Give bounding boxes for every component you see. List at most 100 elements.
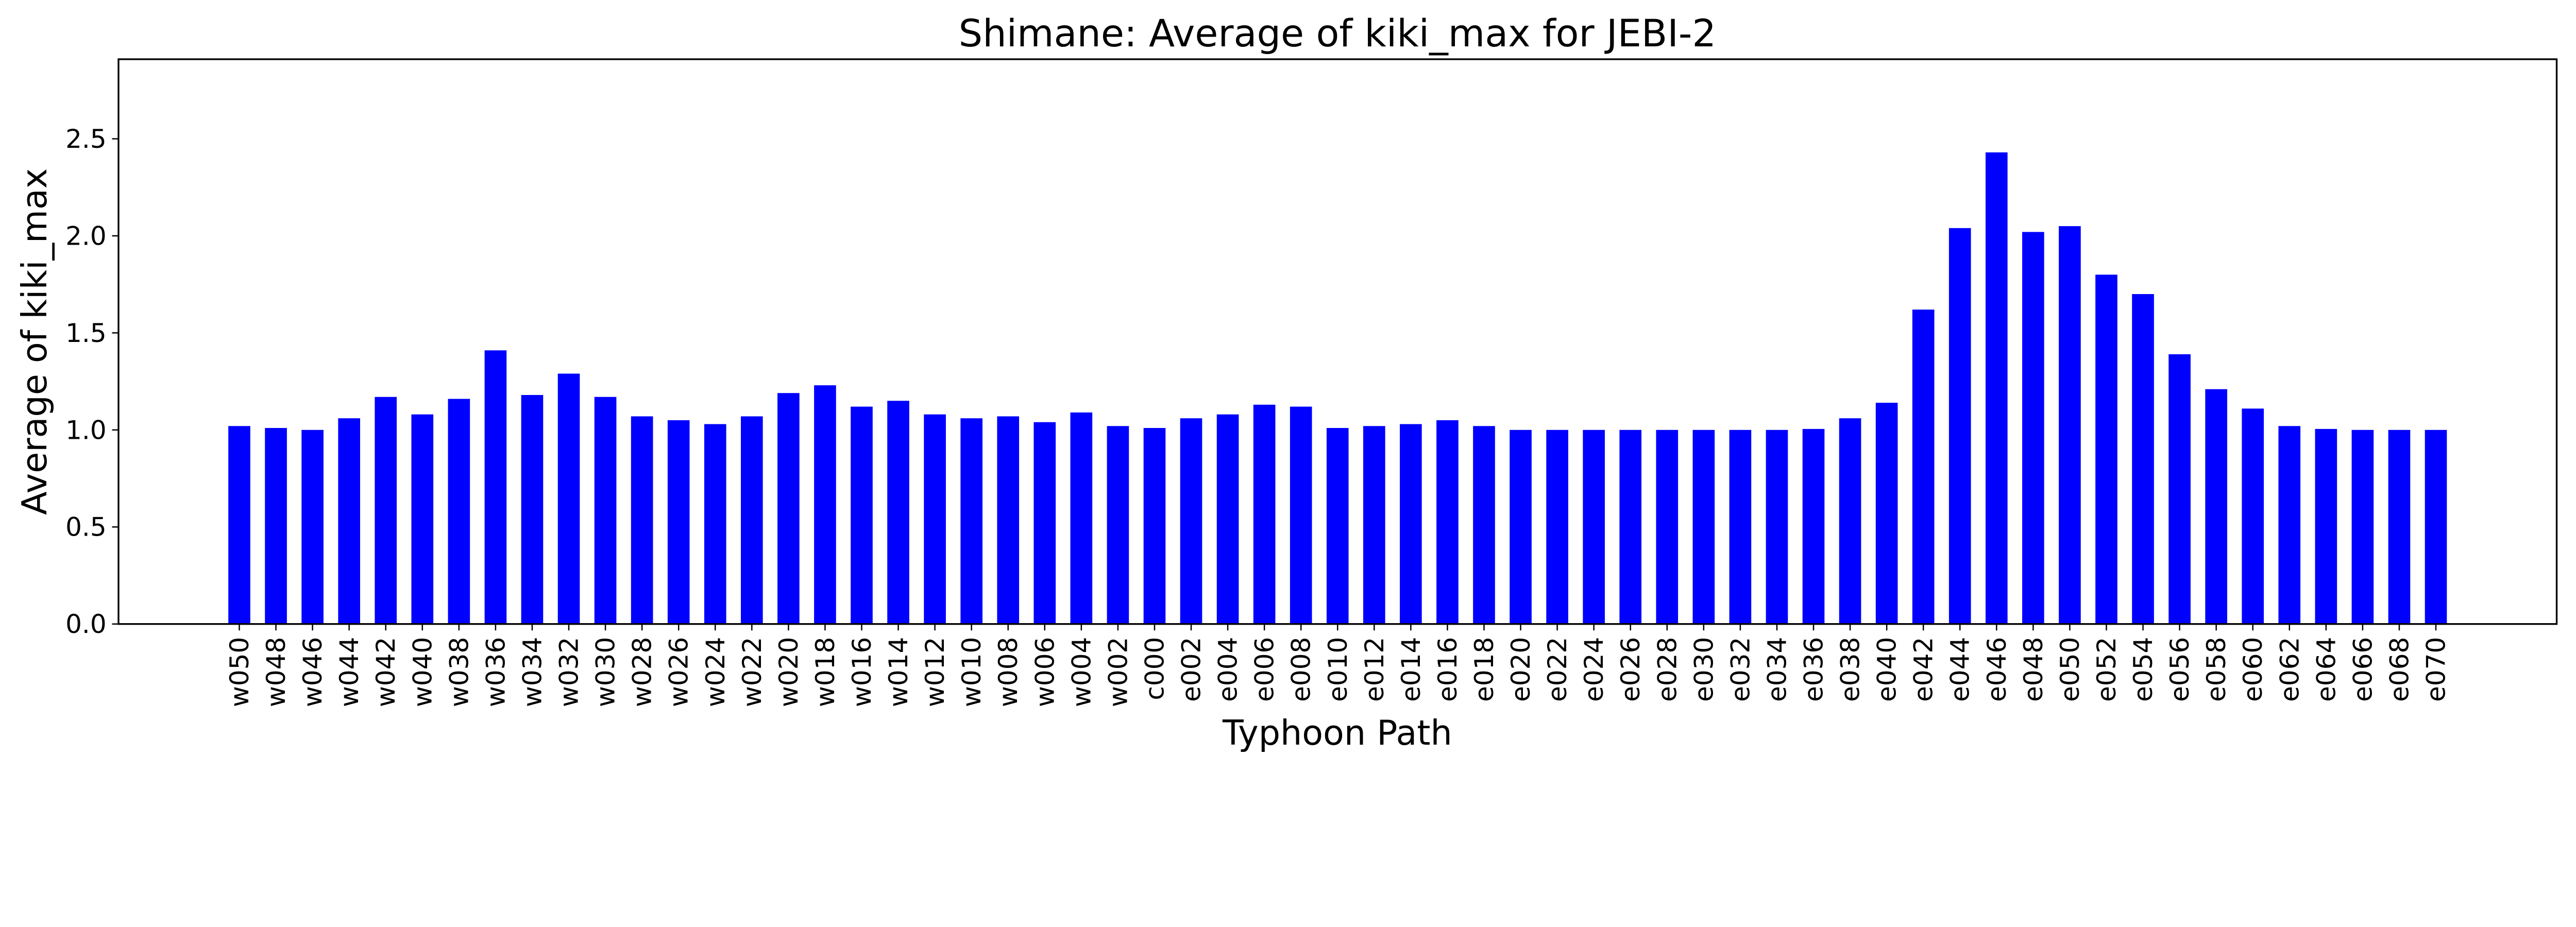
bar-w016 [851,406,873,624]
bar-e066 [2351,430,2374,624]
x-tick-label: w024 [701,637,731,707]
y-tick-label: 0.5 [65,512,107,542]
bar-e016 [1436,420,1459,624]
x-tick-label: e062 [2275,637,2304,702]
x-tick-label: e056 [2165,637,2195,702]
x-tick-label: e036 [1799,637,1829,702]
bar-e056 [2168,354,2191,624]
bar-w048 [265,428,287,624]
bar-w018 [814,385,836,624]
x-tick-label: e066 [2348,637,2378,702]
bar-w046 [301,430,324,624]
x-tick-label: e070 [2421,637,2451,702]
y-tick-label: 1.0 [65,415,107,445]
y-tick-label: 2.0 [65,221,107,251]
x-tick-label: e040 [1872,637,1902,702]
bar-e044 [1948,228,1971,624]
bar-c000 [1143,428,1166,624]
x-tick-label: e002 [1177,637,1207,702]
x-tick-label: e004 [1213,637,1243,702]
bar-e068 [2388,430,2411,624]
bar-e062 [2278,426,2301,624]
x-tick-label: w030 [591,637,621,707]
bar-w024 [704,424,726,624]
bar-w026 [667,420,690,624]
x-tick-label: e038 [1836,637,1866,702]
x-tick-label: w046 [298,637,328,707]
x-tick-label: e012 [1360,637,1389,702]
x-tick-label: e046 [1982,637,2012,702]
x-tick-label: c000 [1140,637,1170,700]
bar-e070 [2425,430,2447,624]
bar-e058 [2205,389,2227,624]
bar-e008 [1290,406,1312,624]
x-axis-label: Typhoon Path [1222,713,1452,753]
bar-w032 [557,373,580,624]
bar-w008 [997,416,1020,624]
x-tick-label: w036 [481,637,511,707]
bar-e040 [1875,403,1898,624]
x-tick-label: e042 [1909,637,1939,702]
x-tick-label: e048 [2019,637,2048,702]
bar-w028 [631,416,653,624]
x-tick-label: e024 [1579,637,1609,702]
bar-e042 [1912,310,1935,624]
x-tick-label: w032 [554,637,584,707]
x-tick-label: w018 [810,637,840,707]
bar-w034 [521,394,544,624]
x-tick-label: w004 [1066,637,1096,707]
bar-e050 [2059,226,2081,624]
bar-e054 [2132,294,2154,624]
x-tick-label: e026 [1616,637,1646,702]
bar-w038 [448,399,470,624]
x-tick-label: e060 [2238,637,2268,702]
bar-e032 [1729,430,1752,624]
bar-w030 [594,397,617,624]
plot-frame [117,58,2558,625]
bar-e002 [1180,418,1202,624]
x-tick-label: e058 [2201,637,2231,702]
x-tick-label: w040 [408,637,437,707]
bar-e038 [1839,418,1861,624]
x-tick-label: w044 [334,637,364,707]
x-tick-label: e030 [1689,637,1719,702]
bar-e012 [1363,426,1385,624]
bar-w010 [960,418,982,624]
x-tick-label: e010 [1323,637,1353,702]
x-tick-label: w008 [993,637,1023,707]
x-tick-label: e028 [1652,637,1682,702]
x-tick-label: w020 [774,637,804,707]
bar-e020 [1510,430,1532,624]
x-tick-label: e068 [2384,637,2414,702]
y-axis-label: Average of kiki_max [14,168,55,515]
bar-e014 [1400,424,1422,624]
y-tick-label: 0.0 [65,609,107,639]
x-tick-label: w048 [261,637,291,707]
x-tick-label: w034 [517,637,547,707]
bar-e034 [1766,430,1788,624]
y-axis: 0.0 0.5 1.0 1.5 2.0 2.5 [65,124,118,639]
bar-e026 [1619,430,1642,624]
x-tick-label: w038 [444,637,474,707]
bar-w050 [228,426,250,624]
bar-w044 [338,418,360,624]
bar-w002 [1107,426,1129,624]
bar-e018 [1473,426,1495,624]
x-tick-label: e044 [1945,637,1975,702]
bar-e024 [1583,430,1605,624]
bar-chart: Shimane: Average of kiki_max for JEBI-2 … [14,12,2558,753]
bars-group [228,152,2447,624]
bar-e006 [1253,404,1276,624]
bar-e036 [1802,428,1825,624]
x-tick-label: e020 [1506,637,1536,702]
bar-e046 [1985,152,2008,624]
x-tick-label: w012 [920,637,950,707]
x-tick-label: e032 [1725,637,1755,702]
x-tick-label: w016 [847,637,877,707]
bar-e030 [1692,430,1715,624]
bar-w006 [1033,422,1056,624]
x-tick-label: e008 [1286,637,1316,702]
bar-e010 [1326,428,1349,624]
bar-e022 [1546,430,1568,624]
x-tick-label: w028 [628,637,657,707]
